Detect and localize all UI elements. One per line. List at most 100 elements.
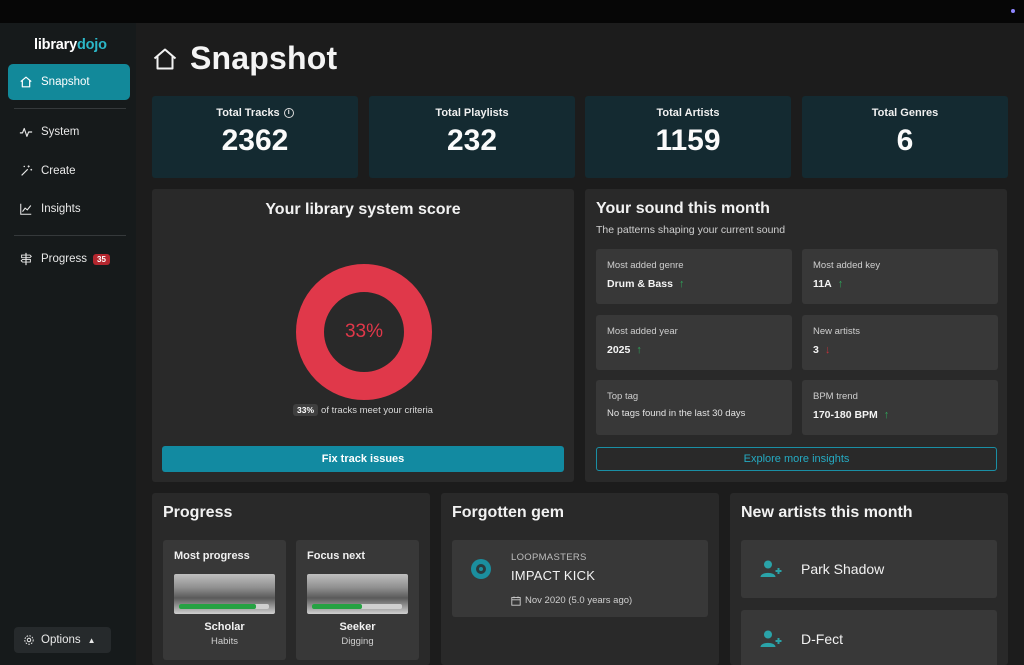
- stat-card-total-artists: Total Artists 1159: [585, 96, 791, 178]
- sound-title: Your sound this month: [596, 200, 770, 217]
- stat-label: Total Artists: [656, 107, 720, 119]
- stat-value: 1159: [655, 124, 721, 157]
- sidebar-item-system[interactable]: System: [8, 114, 130, 150]
- artist-name: Park Shadow: [801, 561, 885, 577]
- sound-card-key: Most added key 11A ↑: [802, 249, 998, 304]
- home-icon: [152, 46, 178, 72]
- donut-unmet-segment: [296, 264, 432, 400]
- gem-date-text: Nov 2020 (5.0 years ago): [525, 595, 633, 606]
- logo-text-library: library: [34, 37, 77, 53]
- sound-card-value: No tags found in the last 30 days: [607, 408, 792, 419]
- sound-card-bpm: BPM trend 170-180 BPM ↑: [802, 380, 998, 435]
- add-user-icon: [759, 627, 783, 651]
- signpost-icon: [18, 251, 34, 267]
- progress-bar: [179, 604, 269, 609]
- stat-card-total-genres: Total Genres 6: [802, 96, 1008, 178]
- value-text: No tags found in the last 30 days: [607, 408, 746, 419]
- sidebar-item-label: System: [41, 126, 80, 138]
- score-donut-chart: 33%: [295, 263, 433, 401]
- gem-track-card[interactable]: LOOPMASTERS IMPACT KICK Nov 2020 (5.0 ye…: [452, 540, 708, 617]
- sound-subtitle: The patterns shaping your current sound: [596, 224, 786, 236]
- options-button[interactable]: Options ▲: [14, 627, 111, 653]
- home-icon: [18, 74, 34, 90]
- new-artists-panel: New artists this month Park Shadow D-Fec…: [730, 493, 1008, 665]
- fix-track-issues-button[interactable]: Fix track issues: [162, 446, 564, 472]
- sidebar-item-progress[interactable]: Progress 35: [8, 241, 130, 277]
- sound-card-label: BPM trend: [813, 391, 858, 402]
- sound-card-label: Most added year: [607, 326, 678, 337]
- sidebar-item-label: Insights: [41, 203, 81, 215]
- progress-card-sub: Habits: [211, 636, 238, 647]
- stat-card-total-tracks: Total Tracks i 2362: [152, 96, 358, 178]
- progress-card-name: Seeker: [339, 621, 376, 633]
- progress-card-image: [307, 574, 408, 614]
- sidebar-divider: [14, 235, 126, 236]
- progress-card-most[interactable]: Most progress Scholar Habits: [163, 540, 286, 660]
- sidebar: librarydojo Snapshot System Create Insig…: [0, 23, 136, 665]
- sound-card-genre: Most added genre Drum & Bass ↑: [596, 249, 792, 304]
- add-user-icon: [759, 557, 783, 581]
- progress-bar-fill: [312, 604, 362, 609]
- gem-date: Nov 2020 (5.0 years ago): [511, 595, 632, 606]
- sound-card-value: 11A ↑: [813, 278, 998, 290]
- stat-value: 2362: [221, 124, 289, 157]
- line-chart-icon: [18, 201, 34, 217]
- trend-up-icon: ↑: [837, 278, 844, 290]
- sidebar-item-snapshot[interactable]: Snapshot: [8, 64, 130, 100]
- progress-card-focus[interactable]: Focus next Seeker Digging: [296, 540, 419, 660]
- progress-bar-fill: [179, 604, 256, 609]
- sidebar-item-insights[interactable]: Insights: [8, 191, 130, 227]
- artist-item[interactable]: D-Fect: [741, 610, 997, 665]
- sidebar-item-label: Snapshot: [41, 76, 90, 88]
- sidebar-item-label: Create: [41, 165, 76, 177]
- sound-card-value: 2025 ↑: [607, 344, 792, 356]
- stat-value: 6: [896, 124, 914, 157]
- sound-card-label: New artists: [813, 326, 860, 337]
- trend-down-icon: ↓: [824, 344, 831, 356]
- score-criteria-text: 33% of tracks meet your criteria: [152, 404, 574, 416]
- options-label: Options: [41, 634, 81, 646]
- page-title: Snapshot: [190, 40, 338, 76]
- value-text: Drum & Bass: [607, 278, 673, 290]
- forgotten-gem-panel: Forgotten gem LOOPMASTERS IMPACT KICK No…: [441, 493, 719, 665]
- gem-title: Forgotten gem: [452, 504, 564, 521]
- score-pill: 33%: [293, 404, 319, 416]
- sound-card-new-artists: New artists 3 ↓: [802, 315, 998, 370]
- sound-card-year: Most added year 2025 ↑: [596, 315, 792, 370]
- progress-card-sub: Digging: [341, 636, 374, 647]
- value-text: 2025: [607, 344, 631, 356]
- app-logo[interactable]: librarydojo: [34, 37, 107, 53]
- page-header: Snapshot: [152, 40, 337, 77]
- sidebar-item-create[interactable]: Create: [8, 153, 130, 189]
- trend-up-icon: ↑: [883, 409, 890, 421]
- progress-card-heading: Most progress: [174, 550, 250, 562]
- value-text: 3: [813, 344, 819, 356]
- score-percent: 33%: [344, 321, 384, 342]
- progress-count-badge: 35: [93, 253, 110, 265]
- artist-name: D-Fect: [801, 631, 843, 647]
- progress-card-heading: Focus next: [307, 550, 366, 562]
- progress-panel: Progress Most progress Scholar Habits Fo…: [152, 493, 430, 665]
- sound-card-label: Most added genre: [607, 260, 684, 271]
- pulse-icon: [18, 124, 34, 140]
- status-dot: [1011, 9, 1015, 13]
- score-title: Your library system score: [265, 201, 461, 218]
- magic-wand-icon: [18, 163, 34, 179]
- stat-label: Total Playlists: [435, 107, 509, 119]
- explore-insights-button[interactable]: Explore more insights: [596, 447, 997, 471]
- sound-this-month-panel: Your sound this month The patterns shapi…: [585, 189, 1007, 482]
- sidebar-item-label: Progress: [41, 253, 88, 265]
- gear-icon: [23, 634, 35, 646]
- sound-card-value: 170-180 BPM ↑: [813, 409, 998, 421]
- stat-card-total-playlists: Total Playlists 232: [369, 96, 575, 178]
- progress-card-name: Scholar: [204, 621, 245, 633]
- sound-card-label: Most added key: [813, 260, 881, 271]
- trend-up-icon: ↑: [636, 344, 642, 356]
- vinyl-record-icon: [470, 558, 492, 580]
- window-top-bar: [0, 0, 1024, 23]
- sound-card-value: 3 ↓: [813, 344, 998, 356]
- progress-card-image: [174, 574, 275, 614]
- info-icon[interactable]: i: [283, 108, 294, 118]
- artist-item[interactable]: Park Shadow: [741, 540, 997, 598]
- sound-card-value: Drum & Bass ↑: [607, 278, 792, 290]
